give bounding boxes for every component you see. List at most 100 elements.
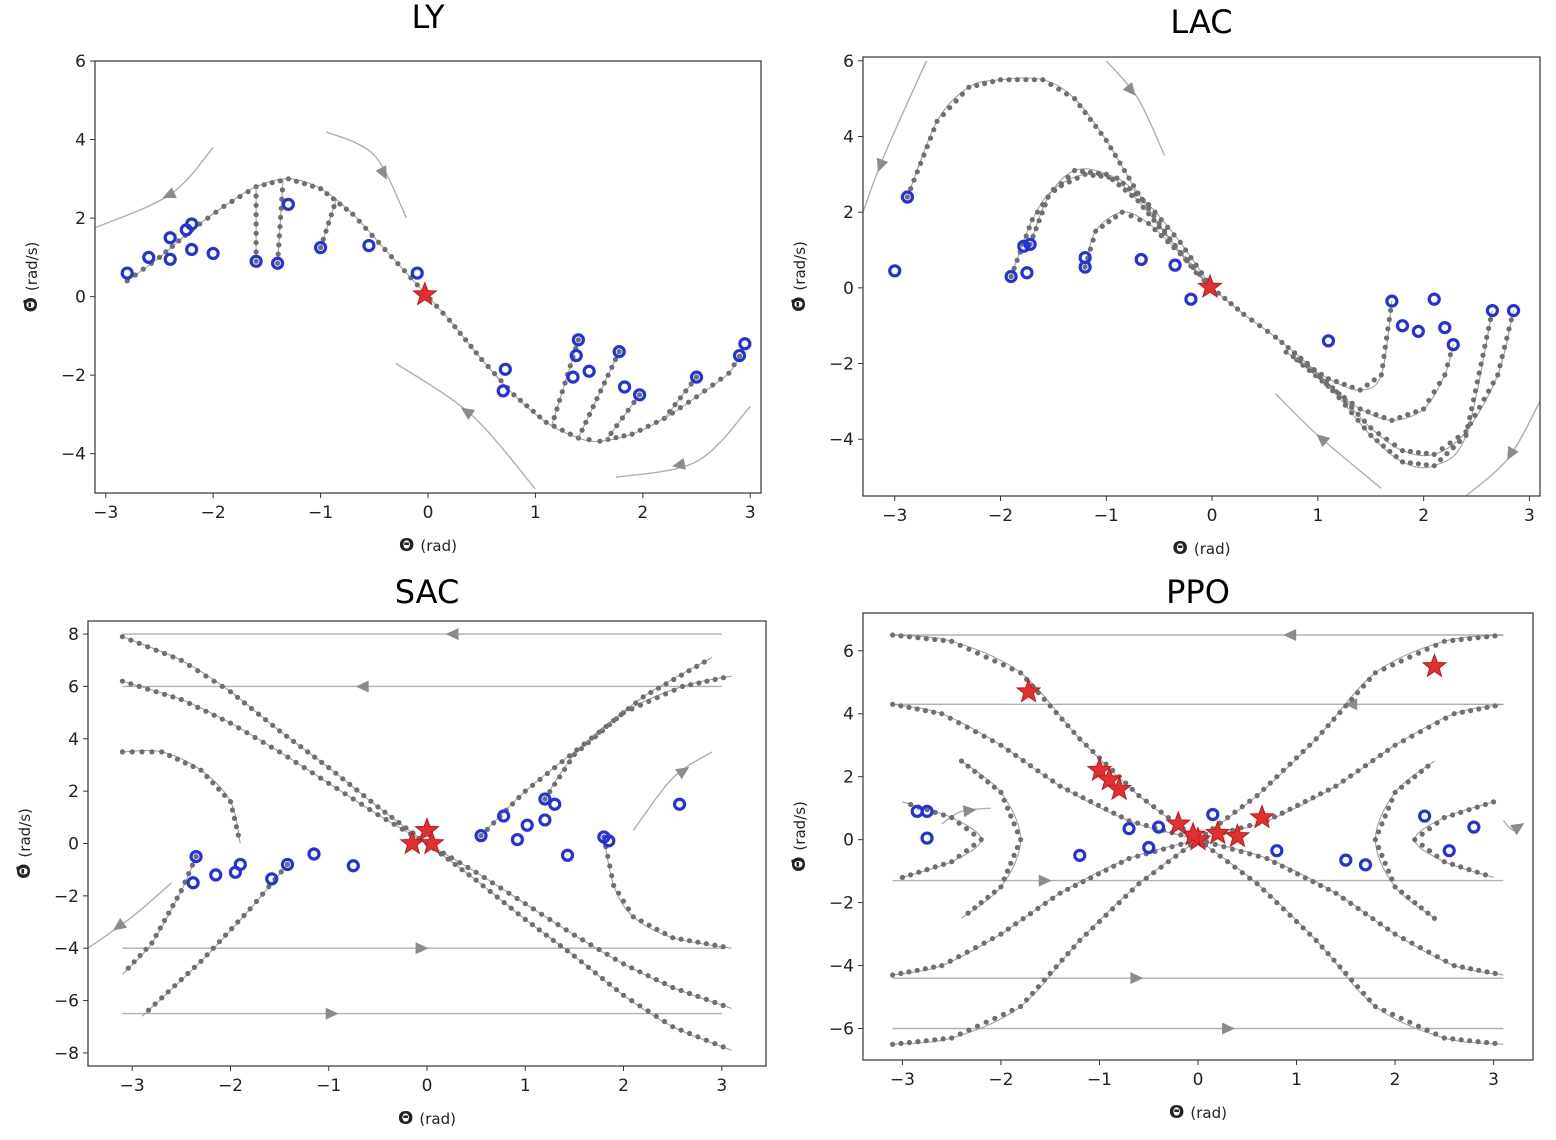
trajectory-point (1361, 425, 1367, 431)
trajectory-point (301, 181, 308, 187)
start-point-marker (120, 266, 134, 280)
trajectory-point (309, 183, 316, 189)
trajectory-point (193, 854, 199, 860)
trajectory-point (1325, 951, 1331, 957)
trajectory-point (1090, 925, 1096, 931)
trajectory-point (1372, 670, 1378, 676)
trajectory-point (1279, 810, 1285, 816)
trajectory-point (703, 941, 709, 947)
trajectory-point (677, 395, 684, 401)
trajectory-point (434, 303, 440, 309)
trajectory-point (998, 742, 1004, 748)
start-point-marker (602, 834, 616, 848)
start-point-marker (1206, 807, 1220, 822)
trajectory-point (1228, 301, 1234, 307)
trajectory-point (1467, 1038, 1473, 1044)
trajectory-point (1348, 900, 1354, 907)
trajectory-point (176, 238, 182, 244)
trajectory-point (1458, 1037, 1464, 1043)
trajectory-point (253, 230, 259, 236)
trajectory-point (1387, 448, 1393, 454)
trajectory-point (1052, 187, 1058, 193)
trajectory-point (1087, 246, 1093, 252)
trajectory-point (1480, 352, 1486, 358)
trajectory-point (1088, 798, 1094, 805)
trajectory-point (1399, 459, 1406, 465)
trajectory-point (1041, 696, 1047, 702)
trajectory-point (646, 922, 652, 928)
trajectory-point (1110, 177, 1116, 183)
trajectory-point (203, 673, 209, 679)
streamline-arrow (672, 457, 686, 470)
trajectory-point (1093, 123, 1099, 129)
trajectory-point (1492, 970, 1498, 977)
trajectory-point (395, 261, 401, 267)
trajectory-point (340, 776, 346, 782)
trajectory-point (1287, 806, 1293, 812)
start-point-marker (612, 345, 626, 359)
trajectory-point (620, 961, 627, 967)
start-point-marker (1020, 266, 1034, 280)
trajectory-point (559, 759, 565, 765)
y-tick-label: 6 (843, 642, 854, 662)
trajectory-point (956, 954, 962, 960)
trajectory-point (1415, 1023, 1422, 1029)
trajectory-point (367, 806, 373, 813)
trajectory-point (1366, 676, 1372, 683)
trajectory-point (465, 864, 471, 871)
start-point-marker (571, 333, 585, 347)
start-point-marker (920, 831, 934, 845)
trajectory-line (277, 180, 284, 264)
trajectory-point (646, 698, 652, 705)
trajectory-point (1229, 827, 1236, 833)
trajectory-point (216, 939, 222, 945)
trajectory-point (457, 860, 463, 866)
trajectory-point (1156, 224, 1162, 230)
trajectory-point (1385, 868, 1392, 874)
start-point-marker (1446, 338, 1460, 352)
trajectory-point (1118, 814, 1124, 820)
x-axis-label: Θ (rad) (1173, 538, 1231, 559)
trajectory-point (165, 989, 171, 995)
trajectory-point (1469, 406, 1475, 412)
y-axis-label: Θ̇ (rad/s) (21, 242, 42, 313)
trajectory-point (1370, 758, 1376, 764)
trajectory-point (1287, 912, 1293, 918)
trajectory-point (915, 1039, 921, 1045)
trajectory-point (612, 356, 619, 363)
streamline-arrow (876, 157, 889, 173)
trajectory-point (963, 826, 970, 832)
trajectory-point (630, 914, 636, 920)
trajectory-point (186, 662, 193, 669)
trajectory-point (382, 246, 388, 253)
streamline-arrow (325, 1007, 339, 1020)
trajectory-point (1065, 787, 1071, 793)
trajectory-point (1336, 395, 1342, 401)
trajectory-point (253, 184, 259, 190)
trajectory-point (1137, 217, 1143, 223)
trajectory-point (229, 926, 235, 932)
streamline-arrow (1130, 972, 1144, 985)
trajectory-point (446, 317, 453, 323)
streamline-arrow (445, 628, 459, 641)
trajectory-point (275, 251, 281, 257)
trajectory-point (1079, 168, 1086, 175)
trajectory-point (305, 749, 311, 755)
chart-panel-lac: LAC −3 −2 −1 0 1 2 3 −4 −2 0 2 4 6 Θ (rad) Θ̇ (rad/s) (789, 3, 1541, 559)
trajectory-point (890, 972, 896, 978)
trajectory-point (189, 862, 195, 868)
start-point-marker (510, 832, 525, 847)
trajectory-point (1482, 343, 1488, 349)
trajectory-point (1436, 380, 1443, 386)
equilibrium-star-marker (1086, 756, 1113, 782)
trajectory-point (1434, 720, 1440, 726)
trajectory-point (931, 127, 937, 133)
trajectory-point (1074, 175, 1080, 181)
trajectory-point (1239, 804, 1245, 810)
trajectory-point (1297, 358, 1303, 364)
y-axis-symbol: Θ̇ (789, 857, 810, 872)
start-point-marker (1184, 292, 1198, 306)
trajectory-point (1129, 786, 1135, 792)
trajectory-point (1476, 967, 1482, 973)
trajectory-point (703, 1037, 709, 1043)
